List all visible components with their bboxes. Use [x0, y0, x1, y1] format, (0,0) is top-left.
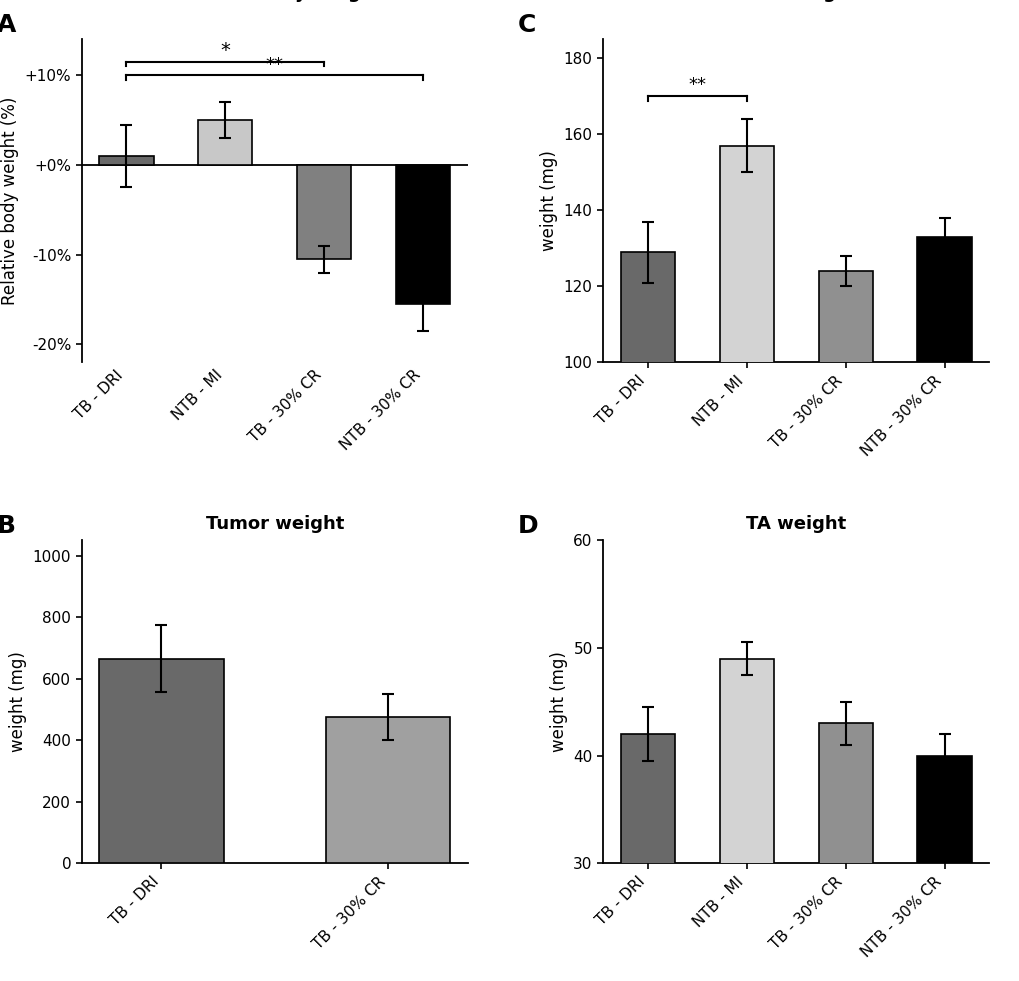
Text: **: ** [266, 56, 283, 74]
Bar [916, 237, 971, 743]
Text: A: A [0, 14, 16, 37]
Y-axis label: weight (mg): weight (mg) [540, 150, 557, 251]
Bar [99, 658, 223, 863]
Text: D: D [518, 514, 538, 539]
Title: GCM weight: GCM weight [735, 0, 856, 2]
Y-axis label: Relative body weight (%): Relative body weight (%) [1, 97, 19, 305]
Text: B: B [0, 514, 15, 539]
Bar [817, 271, 872, 743]
Bar [718, 658, 773, 981]
Title: TA weight: TA weight [745, 515, 846, 533]
Text: *: * [220, 41, 230, 61]
Title: Relative body weight: Relative body weight [167, 0, 381, 2]
Bar [325, 717, 450, 863]
Y-axis label: weight (mg): weight (mg) [549, 651, 568, 752]
Bar [297, 165, 352, 259]
Bar [99, 156, 154, 165]
Bar [198, 120, 253, 165]
Bar [620, 252, 675, 743]
Bar [395, 165, 450, 304]
Bar [718, 146, 773, 743]
Text: **: ** [688, 77, 705, 94]
Y-axis label: weight (mg): weight (mg) [9, 651, 28, 752]
Title: Tumor weight: Tumor weight [206, 515, 343, 533]
Bar [620, 734, 675, 981]
Bar [817, 723, 872, 981]
Bar [916, 755, 971, 981]
Text: C: C [518, 14, 536, 37]
